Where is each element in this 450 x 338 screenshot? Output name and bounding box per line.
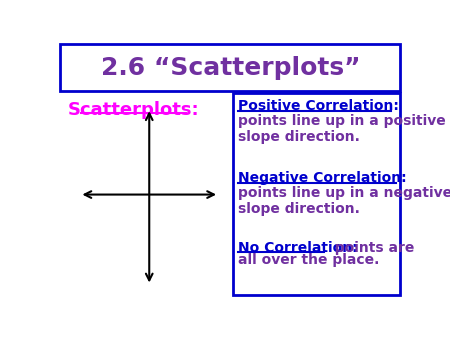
Text: 2.6 “Scatterplots”: 2.6 “Scatterplots”: [101, 55, 360, 79]
Text: No Correlation:: No Correlation:: [238, 241, 358, 255]
Text: points are: points are: [325, 241, 414, 255]
Text: Negative Correlation:: Negative Correlation:: [238, 171, 407, 186]
FancyBboxPatch shape: [233, 93, 400, 295]
Text: all over the place.: all over the place.: [238, 253, 380, 267]
Text: Positive Correlation:: Positive Correlation:: [238, 99, 399, 113]
FancyBboxPatch shape: [60, 44, 400, 91]
Text: points line up in a negative
slope direction.: points line up in a negative slope direc…: [238, 186, 450, 216]
Text: Scatterplots:: Scatterplots:: [68, 101, 199, 119]
Text: points line up in a positive
slope direction.: points line up in a positive slope direc…: [238, 114, 446, 144]
